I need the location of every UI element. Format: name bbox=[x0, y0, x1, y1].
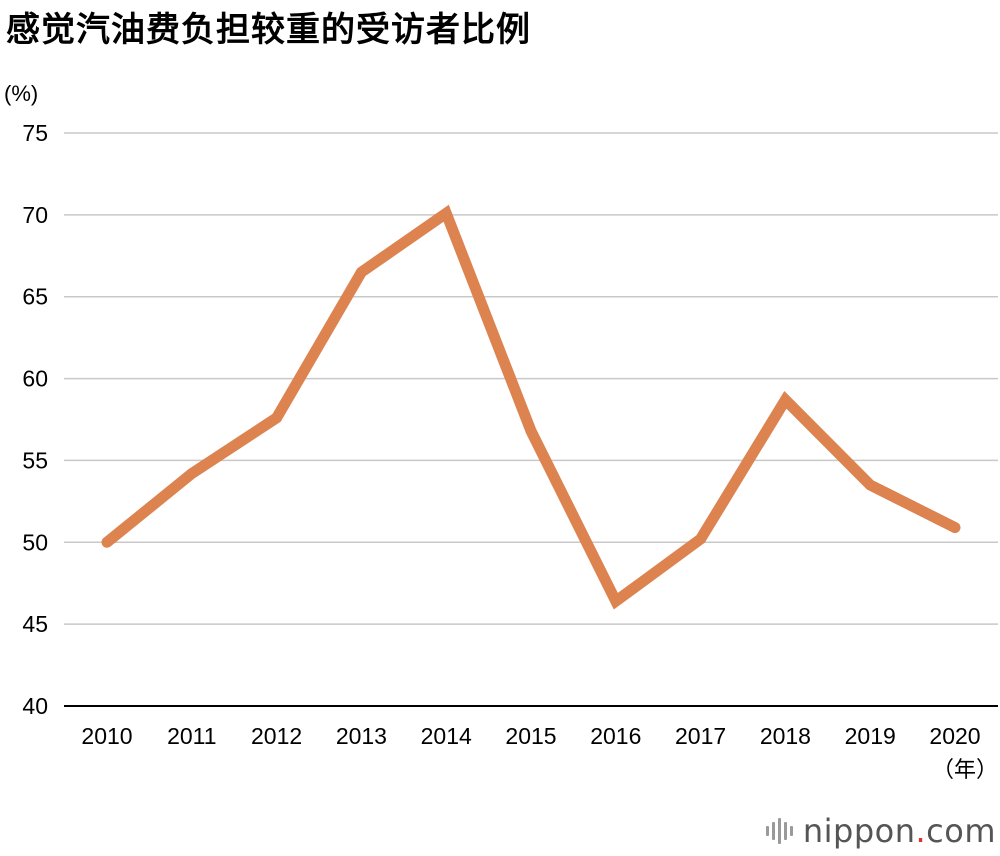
data-point-2012 bbox=[276, 417, 278, 419]
x-tick-label: 2015 bbox=[505, 723, 556, 749]
nippon-logo: nippon.com bbox=[765, 812, 996, 850]
data-point-2013 bbox=[360, 271, 362, 273]
y-tick-label: 60 bbox=[22, 366, 48, 392]
x-tick-label: 2020 bbox=[929, 723, 980, 749]
x-tick-label: 2012 bbox=[251, 723, 302, 749]
data-point-2018 bbox=[784, 399, 786, 401]
x-tick-label: 2016 bbox=[590, 723, 641, 749]
series-layer bbox=[101, 204, 961, 610]
logo-suffix: com bbox=[926, 812, 996, 850]
x-tick-label: 2017 bbox=[675, 723, 726, 749]
x-tick-label: 2013 bbox=[336, 723, 387, 749]
data-point-2020 bbox=[954, 527, 956, 529]
logo-text: nippon.com bbox=[803, 812, 996, 850]
y-tick-label: 45 bbox=[22, 611, 48, 637]
data-point-2014 bbox=[445, 212, 447, 214]
x-tick-labels: 2010 2011 2012 2013 2014 2015 2016 2017 2018 2019… bbox=[81, 723, 980, 749]
x-tick-label: 2019 bbox=[845, 723, 896, 749]
data-point-2015 bbox=[530, 430, 532, 432]
logo-name: nippon bbox=[802, 812, 916, 850]
data-point-2019 bbox=[869, 484, 871, 486]
data-point-2011 bbox=[191, 473, 193, 475]
x-tick-label: 2010 bbox=[81, 723, 132, 749]
y-tick-label: 70 bbox=[22, 202, 48, 228]
y-tick-label: 55 bbox=[22, 447, 48, 473]
logo-dot: . bbox=[915, 812, 927, 850]
y-tick-label: 75 bbox=[22, 120, 48, 146]
y-tick-label: 65 bbox=[22, 284, 48, 310]
y-tick-label: 50 bbox=[22, 529, 48, 555]
logo-mark-icon bbox=[765, 818, 793, 844]
x-axis-unit-label: （年） bbox=[932, 758, 998, 783]
data-point-2017 bbox=[700, 538, 702, 540]
y-tick-labels: 40 45 50 55 60 65 70 75 bbox=[22, 120, 48, 719]
x-tick-label: 2011 bbox=[167, 723, 216, 749]
y-tick-label: 40 bbox=[22, 693, 48, 719]
x-tick-label: 2018 bbox=[760, 723, 811, 749]
data-point-2016 bbox=[615, 600, 617, 602]
y-axis-unit-label: (%) bbox=[4, 81, 38, 106]
x-tick-label: 2014 bbox=[421, 723, 472, 749]
data-point-2010 bbox=[106, 541, 108, 543]
chart-title: 感觉汽油费负担较重的受访者比例 bbox=[6, 10, 531, 50]
